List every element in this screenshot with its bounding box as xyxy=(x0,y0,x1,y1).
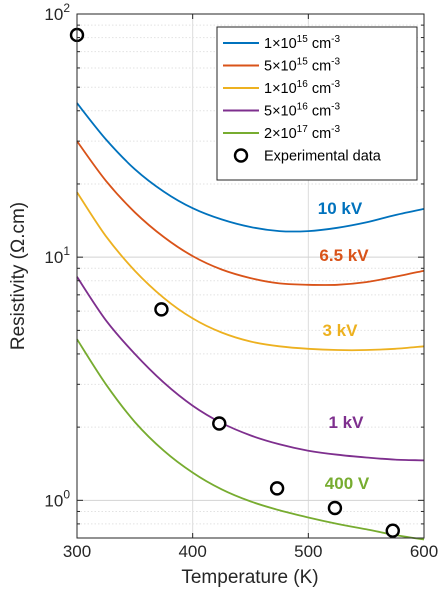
y-tick-label-1: 101 xyxy=(44,244,70,267)
x-tick-label-1: 400 xyxy=(178,542,206,561)
annotation-3: 1 kV xyxy=(329,413,365,432)
annotation-1: 6.5 kV xyxy=(319,246,369,265)
annotation-2: 3 kV xyxy=(323,321,359,340)
annotation-0: 10 kV xyxy=(318,199,363,218)
plot-frame xyxy=(76,13,425,539)
x-tick-label-2: 500 xyxy=(294,542,322,561)
legend-label-3: 5×1016 cm-3 xyxy=(264,102,340,120)
annotations: 10 kV 6.5 kV 3 kV 1 kV 400 V xyxy=(318,199,370,493)
data-point-4 xyxy=(327,500,343,516)
tick-labels: 300 400 500 600 100 101 102 xyxy=(44,1,438,561)
legend-label-experimental: Experimental data xyxy=(264,149,382,165)
axes xyxy=(76,13,425,539)
x-tick-label-3: 600 xyxy=(410,542,438,561)
data-point-5 xyxy=(385,523,400,538)
legend-box xyxy=(216,26,418,181)
y-axis-label: Resistivity (Ω.cm) xyxy=(8,202,29,350)
data-point-1 xyxy=(154,302,169,317)
series-line-4 xyxy=(76,338,425,541)
legend: 1×1015 cm-3 5×1015 cm-3 1×1016 cm-3 5×1016 … xyxy=(216,26,418,181)
series-line-3 xyxy=(76,276,425,462)
series-line-0 xyxy=(76,102,425,233)
data-point-3 xyxy=(269,481,285,496)
annotation-4: 400 V xyxy=(325,474,370,493)
series-line-2 xyxy=(76,191,425,352)
y-tick-label-2: 102 xyxy=(44,1,70,24)
legend-label-1: 5×1015 cm-3 xyxy=(264,57,340,75)
legend-label-2: 1×1016 cm-3 xyxy=(264,79,340,97)
series-lines xyxy=(76,102,425,541)
legend-label-4: 2×1017 cm-3 xyxy=(264,124,340,142)
y-tick-label-0: 100 xyxy=(44,487,70,510)
series-line-1 xyxy=(76,140,425,286)
x-axis-label: Temperature (K) xyxy=(181,567,318,588)
x-tick-label-0: 300 xyxy=(63,542,91,561)
legend-swatch-experimental xyxy=(233,148,249,163)
data-point-2 xyxy=(212,416,227,431)
legend-label-0: 1×1015 cm-3 xyxy=(264,34,340,52)
